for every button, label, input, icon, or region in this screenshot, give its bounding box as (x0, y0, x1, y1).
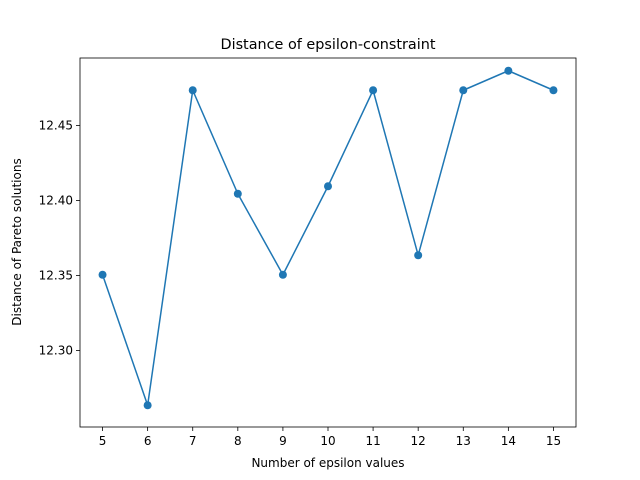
data-point (143, 401, 152, 410)
x-tick-label: 14 (501, 434, 516, 448)
x-tick-label: 6 (144, 434, 152, 448)
x-axis-title: Number of epsilon values (251, 456, 404, 470)
data-point (549, 86, 558, 95)
data-point (369, 86, 378, 95)
data-point (504, 66, 513, 75)
x-tick-label: 15 (546, 434, 561, 448)
data-point (324, 182, 332, 191)
data-point (459, 86, 468, 95)
x-tick-label: 5 (99, 434, 107, 448)
x-tick-label: 10 (320, 434, 335, 448)
y-tick-label: 12.30 (39, 344, 73, 358)
data-point (278, 270, 287, 279)
y-tick-label: 12.35 (39, 269, 73, 283)
data-point (414, 251, 423, 260)
x-tick-label: 9 (279, 434, 287, 448)
x-tick-label: 8 (234, 434, 242, 448)
plot-area: 5 6 7 8 9 10 11 12 13 14 15 12.30 12.35 12.40 12.45 (39, 57, 577, 448)
y-axis-title: Distance of Pareto solutions (10, 158, 24, 325)
chart-title: Distance of epsilon-constraint (220, 37, 435, 53)
data-point (98, 270, 107, 279)
x-tick-label: 7 (189, 434, 197, 448)
x-tick-label: 12 (411, 434, 426, 448)
x-tick-label: 11 (365, 434, 380, 448)
y-tick-label: 12.40 (39, 194, 73, 208)
data-point (188, 86, 197, 95)
y-tick-label: 12.45 (39, 119, 73, 133)
data-point (233, 189, 242, 198)
x-tick-label: 13 (456, 434, 471, 448)
